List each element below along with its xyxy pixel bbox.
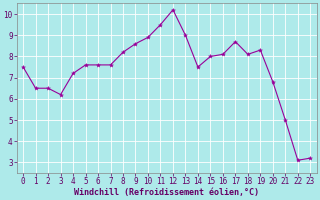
X-axis label: Windchill (Refroidissement éolien,°C): Windchill (Refroidissement éolien,°C) (74, 188, 259, 197)
